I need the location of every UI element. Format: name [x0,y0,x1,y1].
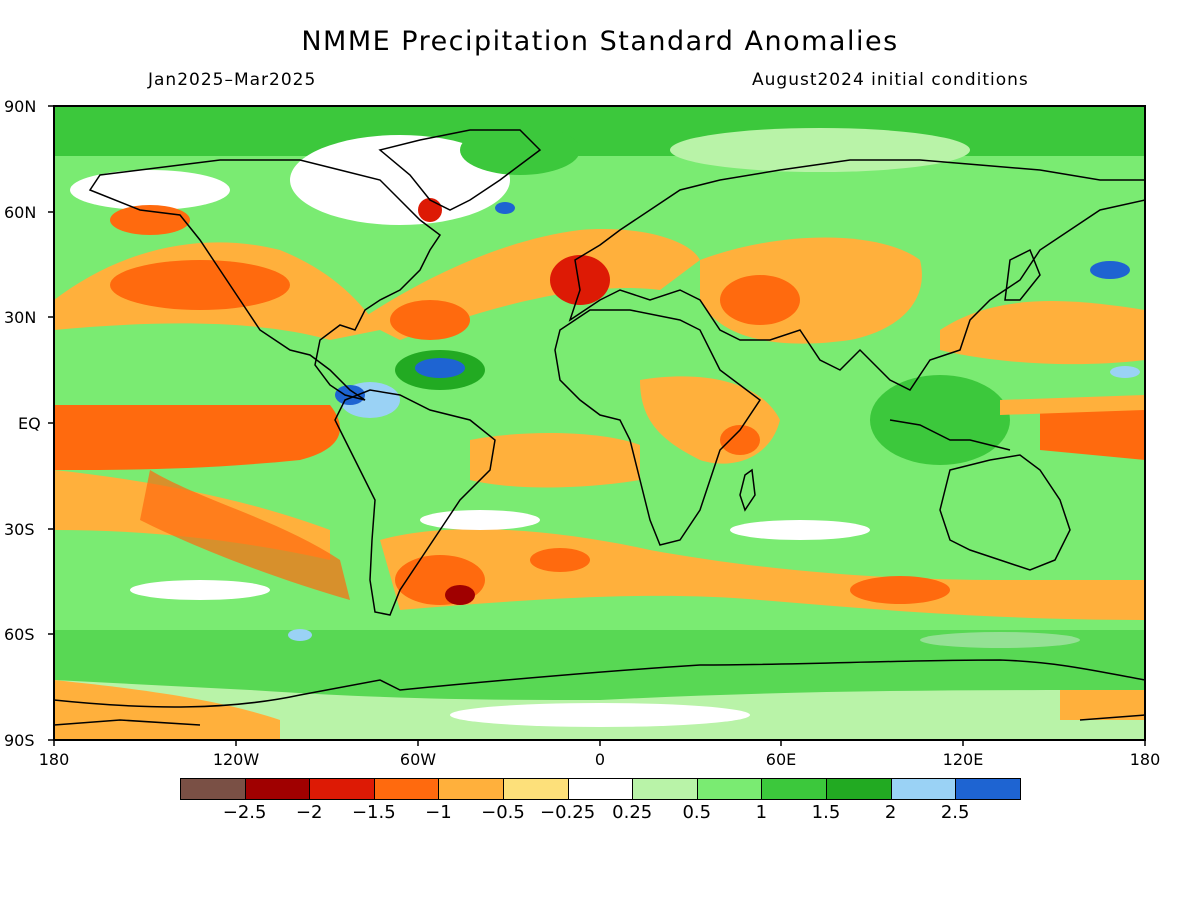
lat-label: 30N [4,308,37,327]
colorbar-label: −2.5 [222,802,267,823]
lat-label: EQ [18,414,41,433]
colorbar-swatch [955,778,1021,800]
colorbar-label: −2 [295,802,323,823]
colorbar-swatch [373,778,440,800]
colorbar-label: 1.5 [811,802,841,823]
colorbar-swatch [180,778,246,800]
colorbar-swatch [438,778,504,800]
colorbar-label: 0.5 [682,802,712,823]
lon-label: 60W [399,750,437,769]
colorbar-label: 2.5 [940,802,970,823]
forecast-period: Jan2025–Mar2025 [148,70,317,90]
colorbar-swatch [761,778,827,800]
colorbar-label: −1 [425,802,452,823]
colorbar-label: −1.5 [351,802,396,823]
colorbar-swatch [890,778,957,800]
axis-ticks [48,105,1146,746]
colorbar-label: 0.25 [612,802,653,823]
colorbar-swatch [567,778,634,800]
lat-label: 90N [4,97,37,116]
colorbar-swatch [309,778,375,800]
colorbar-label: −0.25 [540,802,596,823]
lon-label: 180 [38,750,70,769]
lat-label: 90S [4,731,35,750]
coastlines [53,129,1146,726]
lon-label: 60E [765,750,797,769]
colorbar-swatch [826,778,892,800]
lon-label: 120W [212,750,260,769]
colorbar-swatch [632,778,698,800]
lon-label: 0 [594,750,606,769]
colorbar-swatch [244,778,311,800]
colorbar-label: 1 [755,802,768,823]
lon-label: 120E [942,750,984,769]
colorbar-label: 2 [884,802,897,823]
lat-label: 60N [4,203,37,222]
lat-label: 60S [4,625,35,644]
lon-label: 180 [1129,750,1161,769]
colorbar-swatch [503,778,569,800]
map-title: NMME Precipitation Standard Anomalies [301,26,899,57]
initial-conditions: August2024 initial conditions [752,70,1029,90]
colorbar-swatch [696,778,763,800]
lat-label: 30S [4,520,35,539]
anomaly-field [54,106,1145,740]
colorbar-label: −0.5 [481,802,525,823]
